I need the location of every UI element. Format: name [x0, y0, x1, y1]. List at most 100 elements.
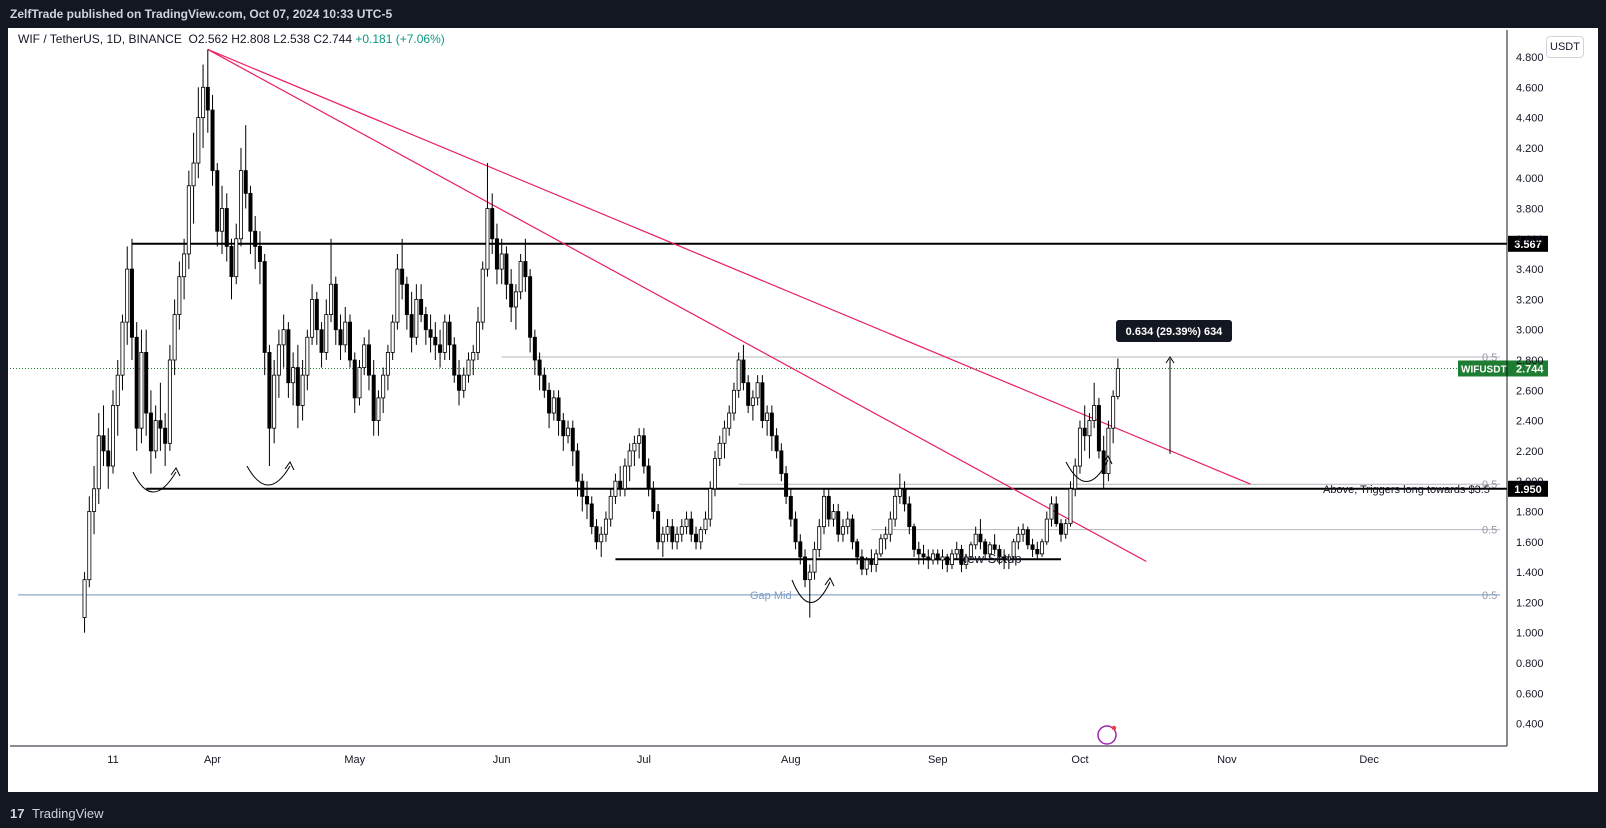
candle-body [1115, 368, 1120, 397]
candle-body [385, 352, 390, 376]
candle-body [893, 495, 898, 520]
candle-body [234, 238, 239, 278]
y-tick-label: 4.200 [1516, 143, 1544, 155]
tradingview-logo[interactable]: 17 [10, 806, 25, 821]
candle-body [551, 397, 556, 414]
candle-body [257, 245, 262, 262]
candle-body [509, 283, 514, 308]
candle-body [1092, 405, 1097, 422]
measure-label-text: 0.634 (29.39%) 634 [1126, 326, 1224, 338]
candle-body [215, 170, 220, 232]
trendline [207, 48, 1147, 563]
candle-body [286, 329, 291, 384]
candle-body [362, 344, 367, 368]
measure-arrow-head [1165, 356, 1175, 364]
candle-body [1006, 556, 1011, 561]
candle-body [485, 208, 490, 270]
y-tick-label: 1.200 [1516, 597, 1544, 609]
bounce-arrow-curve [132, 471, 177, 493]
brand-name[interactable]: TradingView [32, 806, 104, 821]
candle-body [224, 208, 229, 247]
candle-body [471, 352, 476, 361]
candle-body [428, 329, 433, 338]
candle-body [262, 261, 267, 353]
y-tick-label: 4.000 [1516, 173, 1544, 185]
low-value: L2.538 [273, 32, 310, 46]
candle-body [1040, 541, 1045, 555]
candle-body [987, 544, 992, 555]
x-tick-label: 11 [107, 754, 118, 766]
y-tick-label: 2.400 [1516, 416, 1544, 428]
candle-body [499, 253, 504, 270]
candle-body [670, 526, 675, 543]
candle-body [665, 526, 670, 535]
candle-body [381, 374, 386, 399]
y-tick-label: 0.600 [1516, 688, 1544, 700]
candle-body [822, 495, 827, 528]
candle-body [992, 544, 997, 550]
currency-button[interactable]: USDT [1546, 36, 1584, 58]
candle-body [803, 556, 808, 581]
publisher-bar: ZelfTrade published on TradingView.com, … [0, 0, 1606, 28]
candle-body [433, 336, 438, 346]
candle-body [774, 435, 779, 452]
candle-body [148, 412, 153, 452]
candle-body [580, 480, 585, 497]
candle-body [627, 450, 632, 467]
candle-body [845, 518, 850, 528]
candle-body [855, 541, 860, 558]
y-tick-label: 0.400 [1516, 719, 1544, 731]
candle-body [589, 503, 594, 528]
candle-body [1016, 533, 1021, 543]
publisher-text: ZelfTrade published on TradingView.com, … [10, 7, 393, 21]
candle-body [347, 321, 352, 361]
trendlines [207, 48, 1251, 563]
candle-body [684, 518, 689, 528]
y-tick-label: 0.800 [1516, 658, 1544, 670]
candle-body [703, 518, 708, 531]
candle-body [352, 359, 357, 399]
candle-body [1068, 488, 1073, 525]
candle-body [172, 314, 177, 361]
candle-body [423, 314, 428, 331]
candle-body [324, 314, 329, 353]
candle-body [87, 511, 92, 581]
candle-body [594, 526, 599, 543]
candle-body [807, 571, 812, 581]
candle-body [622, 465, 627, 490]
candle-body [177, 276, 182, 315]
candle-body [1082, 427, 1087, 437]
candle-body [390, 321, 395, 353]
candle-body [404, 283, 409, 315]
candle-body [641, 435, 646, 467]
footer-bar: 17 TradingView [0, 800, 1606, 828]
candle-body [452, 344, 457, 376]
candle-body [1021, 529, 1026, 535]
candle-body [618, 480, 623, 490]
candle-body [907, 503, 912, 528]
last-price-value: 2.744 [1516, 363, 1544, 375]
candle-body [120, 321, 125, 376]
candle-body [603, 518, 608, 535]
note-new-setup: New Setup [958, 551, 1022, 566]
candle-body [746, 382, 751, 406]
x-tick-label: Nov [1217, 754, 1237, 766]
level-price-text: 3.567 [1514, 239, 1542, 251]
candle-body [134, 336, 139, 429]
candle-body [196, 117, 201, 164]
candle-body [869, 559, 874, 565]
x-tick-label: Jun [493, 754, 511, 766]
candle-body [243, 170, 248, 194]
y-tick-label: 1.800 [1516, 507, 1544, 519]
candle-body [888, 518, 893, 535]
candle-body [1106, 427, 1111, 475]
candle-body [253, 230, 258, 247]
candle-body [637, 435, 642, 444]
candle-body [305, 336, 310, 376]
candle-body [201, 86, 206, 119]
candle-body [490, 208, 495, 240]
x-tick-label: Jul [637, 754, 651, 766]
candle-body [651, 488, 656, 512]
last-price-tag [1458, 360, 1548, 377]
